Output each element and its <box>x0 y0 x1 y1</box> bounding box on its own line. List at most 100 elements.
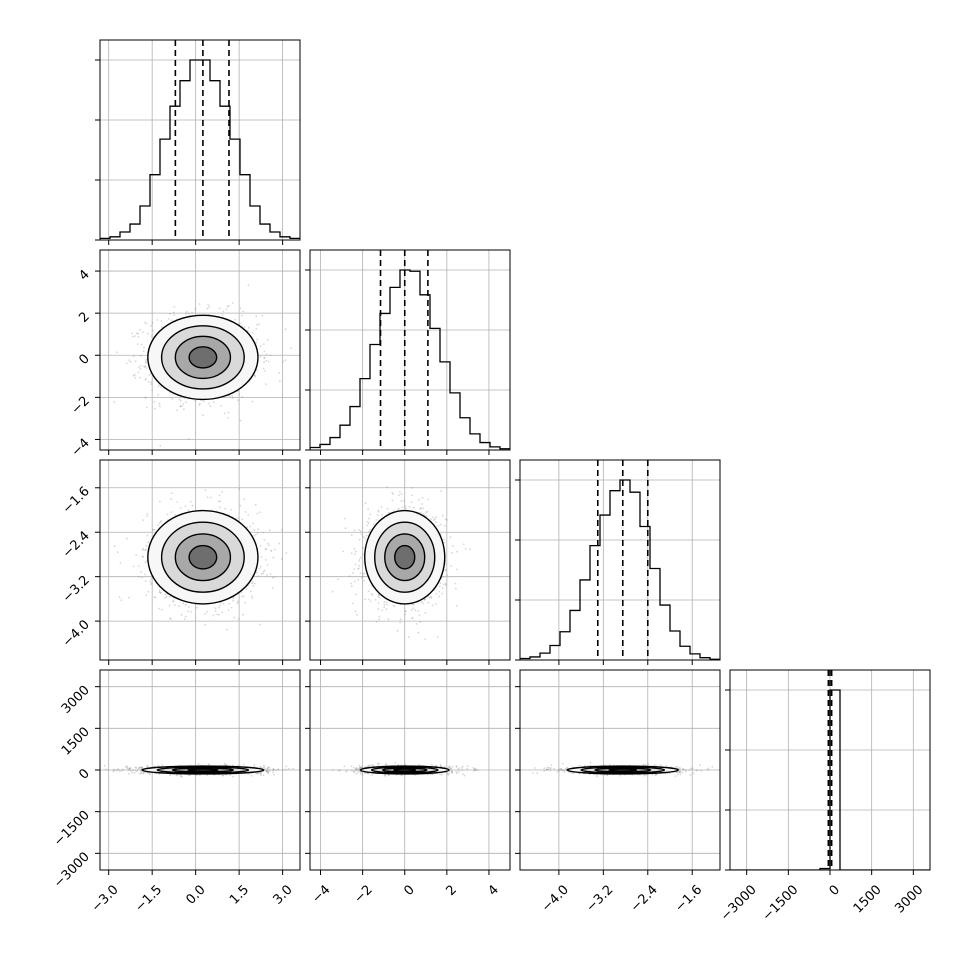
pair-0-1-point-254 <box>267 360 270 363</box>
pair-1-2-point-615 <box>423 599 426 601</box>
pair-0-1-point-248 <box>142 331 144 334</box>
pair-1-2-point-313 <box>350 582 352 585</box>
pair-1-2-point-695 <box>456 550 458 553</box>
hist-1-bin-8 <box>390 287 400 450</box>
pair-1-2-point-917 <box>370 592 373 595</box>
pair-1-2-point-701 <box>362 575 364 578</box>
pair-0-2-point-737 <box>160 608 163 611</box>
pair-0-1-point-519 <box>145 378 147 380</box>
pair-0-1-point-426 <box>139 364 142 367</box>
pair-0-2-point-292 <box>245 588 248 590</box>
pair-0-3-point-238 <box>112 770 115 773</box>
pair-0-2-point-1198 <box>179 507 182 509</box>
pair-1-2-point-1220 <box>412 603 415 606</box>
pair-0-2-point-70 <box>241 518 244 521</box>
hist-2-bin-10 <box>620 480 630 660</box>
pair-0-3-point-221 <box>229 774 231 776</box>
pair-1-2-point-1112 <box>418 614 421 617</box>
pair-1-2-point-1056 <box>391 492 394 494</box>
pair-0-2-point-404 <box>241 595 244 598</box>
pair-0-1-point-724 <box>222 310 225 313</box>
pair-1-2-point-1201 <box>392 493 395 495</box>
pair-1-2-point-1244 <box>377 593 380 596</box>
pair-0-1-point-622 <box>208 402 210 405</box>
pair-0-2-point-1345 <box>144 549 147 552</box>
pair-0-3-point-428 <box>140 772 142 775</box>
pair-0-1-point-991 <box>137 332 139 335</box>
pair-0-2-point-318 <box>258 567 261 570</box>
pair-0-3-point-275 <box>206 774 209 777</box>
pair-1-2-point-396 <box>377 509 379 512</box>
pair-1-2-point-332 <box>421 496 424 499</box>
pair-1-2-point-444 <box>442 583 445 586</box>
pair-1-2-point-925 <box>444 518 447 521</box>
pair-0-2-point-204 <box>158 607 160 610</box>
pair-1-2-point-1116 <box>462 543 465 546</box>
pair-1-2-contour-3 <box>364 509 446 605</box>
pair-0-3-point-6 <box>140 766 143 769</box>
pair-0-1-point-298 <box>259 355 262 358</box>
pair-0-2-point-252 <box>176 501 179 503</box>
hist-1-bin-7 <box>380 313 390 450</box>
pair-0-2-border <box>99 459 301 661</box>
hist-0-bin-10 <box>200 60 210 240</box>
pair-0-3-point-498 <box>199 774 201 777</box>
pair-1-2-point-1075 <box>358 558 361 560</box>
pair-0-1-point-115 <box>265 353 268 355</box>
pair-1-2-point-1141 <box>419 507 422 509</box>
pair-0-2-point-629 <box>269 529 271 532</box>
pair-0-2-point-1110 <box>204 613 206 615</box>
pair-0-2-point-388 <box>204 489 207 491</box>
pair-0-2-point-1185 <box>216 613 219 616</box>
pair-0-1-point-420 <box>179 405 182 408</box>
pair-1-2-panel <box>305 459 511 665</box>
pair-0-1-point-893 <box>247 284 250 287</box>
pair-0-3-point-241 <box>259 772 262 775</box>
pair-0-2-point-1216 <box>141 576 143 579</box>
hist-0-panel <box>95 39 301 245</box>
pair-0-1-point-984 <box>241 396 244 398</box>
pair-0-1-point-1211 <box>198 404 201 406</box>
pair-0-3-point-46 <box>197 763 200 765</box>
pair-0-2-point-600 <box>180 613 183 616</box>
pair-1-2-point-836 <box>360 530 362 533</box>
pair-0-1-point-1237 <box>151 329 154 332</box>
pair-0-2-point-312 <box>119 562 122 564</box>
pair-0-2-point-100 <box>265 548 268 551</box>
pair-0-2-point-942 <box>221 491 223 493</box>
pair-0-2-point-1292 <box>253 529 256 532</box>
pair-0-2-point-635 <box>251 595 253 598</box>
pair-1-2-point-51 <box>435 592 438 595</box>
pair-0-1-point-845 <box>227 411 230 414</box>
pair-0-2-point-1339 <box>254 503 257 506</box>
pair-1-2-point-503 <box>424 611 427 614</box>
pair-0-3-point-185 <box>130 770 132 772</box>
pair-1-2-point-484 <box>385 608 388 610</box>
pair-1-2-point-856 <box>365 534 368 537</box>
pair-0-2-point-1063 <box>256 512 259 515</box>
pair-1-2-point-976 <box>404 505 407 508</box>
pair-0-1-point-1231 <box>194 399 197 402</box>
hist-2-border <box>519 459 721 661</box>
pair-1-2-point-310 <box>407 636 410 639</box>
pair-0-1-point-802 <box>263 357 265 360</box>
pair-0-1-point-1102 <box>128 359 131 362</box>
pair-0-2-point-529 <box>252 522 255 525</box>
pair-1-2-point-612 <box>356 613 358 616</box>
pair-0-2-ytick-label-1: −3.2 <box>60 573 93 606</box>
pair-1-2-point-334 <box>386 507 389 510</box>
pair-0-2-point-389 <box>152 528 155 531</box>
pair-0-2-point-1069 <box>253 535 256 537</box>
pair-0-1-point-258 <box>239 307 242 310</box>
pair-0-2-point-781 <box>158 521 161 524</box>
pair-1-2-point-0 <box>412 607 415 610</box>
pair-0-1-point-894 <box>134 376 137 379</box>
pair-1-2-point-580 <box>353 547 356 550</box>
pair-0-1-point-442 <box>261 314 264 317</box>
pair-1-2-point-462 <box>450 565 452 567</box>
pair-1-2-point-30 <box>446 574 448 576</box>
pair-0-2-point-187 <box>242 595 245 597</box>
pair-0-1-point-811 <box>142 365 145 368</box>
hist-0-bin-11 <box>210 81 220 240</box>
pair-0-2-point-496 <box>169 617 172 620</box>
